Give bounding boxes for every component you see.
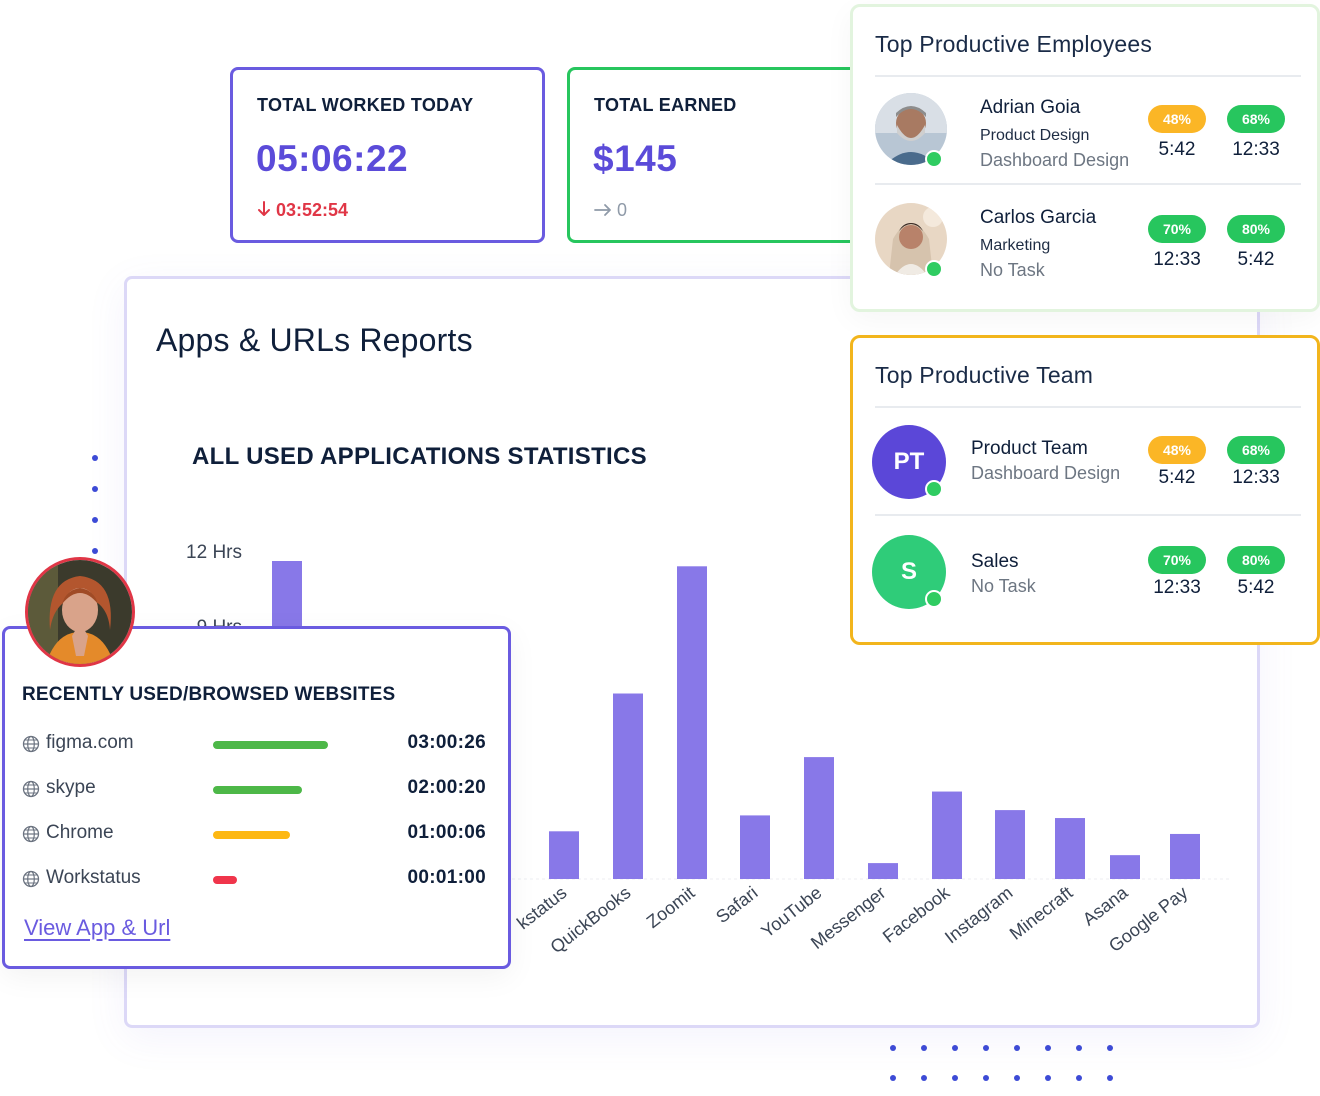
productivity-badge: 80% [1227,215,1285,243]
time-value: 12:33 [1153,249,1201,270]
decorative-dots-left [92,455,100,579]
website-time: 02:00:20 [407,777,486,798]
total-worked-delta-value: 03:52:54 [276,200,349,220]
usage-bar [213,786,302,794]
total-earned-card: TOTAL EARNED $145 0 [567,67,886,243]
usage-bar [213,831,290,839]
view-app-url-link[interactable]: View App & Url [24,915,171,940]
report-subtitle: ALL USED APPLICATIONS STATISTICS [192,443,647,470]
productivity-badge: 70% [1148,215,1206,243]
total-earned-label: TOTAL EARNED [594,95,737,115]
productivity-badge: 48% [1148,105,1206,133]
employee-name: Adrian Goia [980,97,1081,118]
team-task: No Task [971,576,1036,596]
report-title: Apps & URLs Reports [156,322,473,358]
productivity-badge: 68% [1227,105,1285,133]
website-time: 03:00:26 [407,732,486,753]
team-row[interactable]: PT Product Team Dashboard Design 48% 68%… [853,418,1320,518]
total-worked-label: TOTAL WORKED TODAY [257,95,474,115]
team-name: Product Team [971,438,1088,459]
total-earned-delta-value: 0 [617,200,628,220]
globe-icon [22,870,40,888]
total-earned-value: $145 [593,138,678,179]
website-row[interactable]: Chrome 01:00:06 [5,819,514,849]
employee-task: No Task [980,260,1045,280]
divider [875,514,1301,516]
time-value: 12:33 [1153,577,1201,598]
team-avatar: PT [872,425,946,499]
productivity-badge: 80% [1227,546,1285,574]
productivity-badge: 48% [1148,436,1206,464]
team-name: Sales [971,551,1019,572]
arrow-down-icon [258,201,270,216]
user-profile-avatar[interactable] [25,557,135,667]
website-name: skype [46,777,96,798]
total-worked-delta: 03:52:54 [257,200,348,221]
website-row[interactable]: skype 02:00:20 [5,774,514,804]
recent-websites-card: RECENTLY USED/BROWSED WEBSITES figma.com… [2,626,511,969]
globe-icon [22,825,40,843]
websites-card-title: RECENTLY USED/BROWSED WEBSITES [22,684,396,705]
usage-bar [213,741,328,749]
divider [875,183,1301,185]
website-row[interactable]: figma.com 03:00:26 [5,729,514,759]
productivity-badge: 70% [1148,546,1206,574]
employee-task: Dashboard Design [980,150,1130,170]
globe-icon [22,735,40,753]
website-name: Workstatus [46,867,141,888]
website-time: 00:01:00 [407,867,486,888]
arrow-right-icon [594,204,611,216]
team-card-title: Top Productive Team [875,362,1094,388]
total-earned-delta: 0 [594,200,627,221]
team-task: Dashboard Design [971,463,1121,483]
time-value: 12:33 [1232,139,1280,160]
time-value: 12:33 [1232,467,1280,488]
top-productive-employees-card: Top Productive Employees Adrian Goia Pro… [850,4,1320,312]
online-status-indicator [925,590,943,608]
website-row[interactable]: Workstatus 00:01:00 [5,864,514,894]
time-value: 5:42 [1237,577,1275,598]
globe-icon [22,780,40,798]
usage-bar [213,876,237,884]
time-value: 5:42 [1158,467,1196,488]
time-value: 5:42 [1158,139,1196,160]
decorative-dots-bottom [890,1045,1122,1081]
total-worked-today-card: TOTAL WORKED TODAY 05:06:22 03:52:54 [230,67,545,243]
team-row[interactable]: S Sales No Task 70% 80% 12:33 5:42 [853,528,1320,628]
total-worked-value: 05:06:22 [256,138,409,179]
top-productive-team-card: Top Productive Team PT Product Team Dash… [850,335,1320,645]
online-status-indicator [925,150,943,168]
employee-role: Marketing [980,237,1051,254]
website-name: figma.com [46,732,134,753]
online-status-indicator [925,480,943,498]
employee-row[interactable]: Adrian Goia Product Design Dashboard Des… [853,87,1320,187]
online-status-indicator [925,260,943,278]
website-name: Chrome [46,822,114,843]
employee-role: Product Design [980,127,1090,144]
time-value: 5:42 [1237,249,1275,270]
divider [875,75,1301,77]
employees-card-title: Top Productive Employees [875,31,1153,57]
employee-row[interactable]: Carlos Garcia Marketing No Task 70% 80% … [853,197,1320,297]
employee-name: Carlos Garcia [980,207,1097,228]
employee-avatar [875,203,947,275]
website-time: 01:00:06 [407,822,486,843]
divider [875,406,1301,408]
productivity-badge: 68% [1227,436,1285,464]
